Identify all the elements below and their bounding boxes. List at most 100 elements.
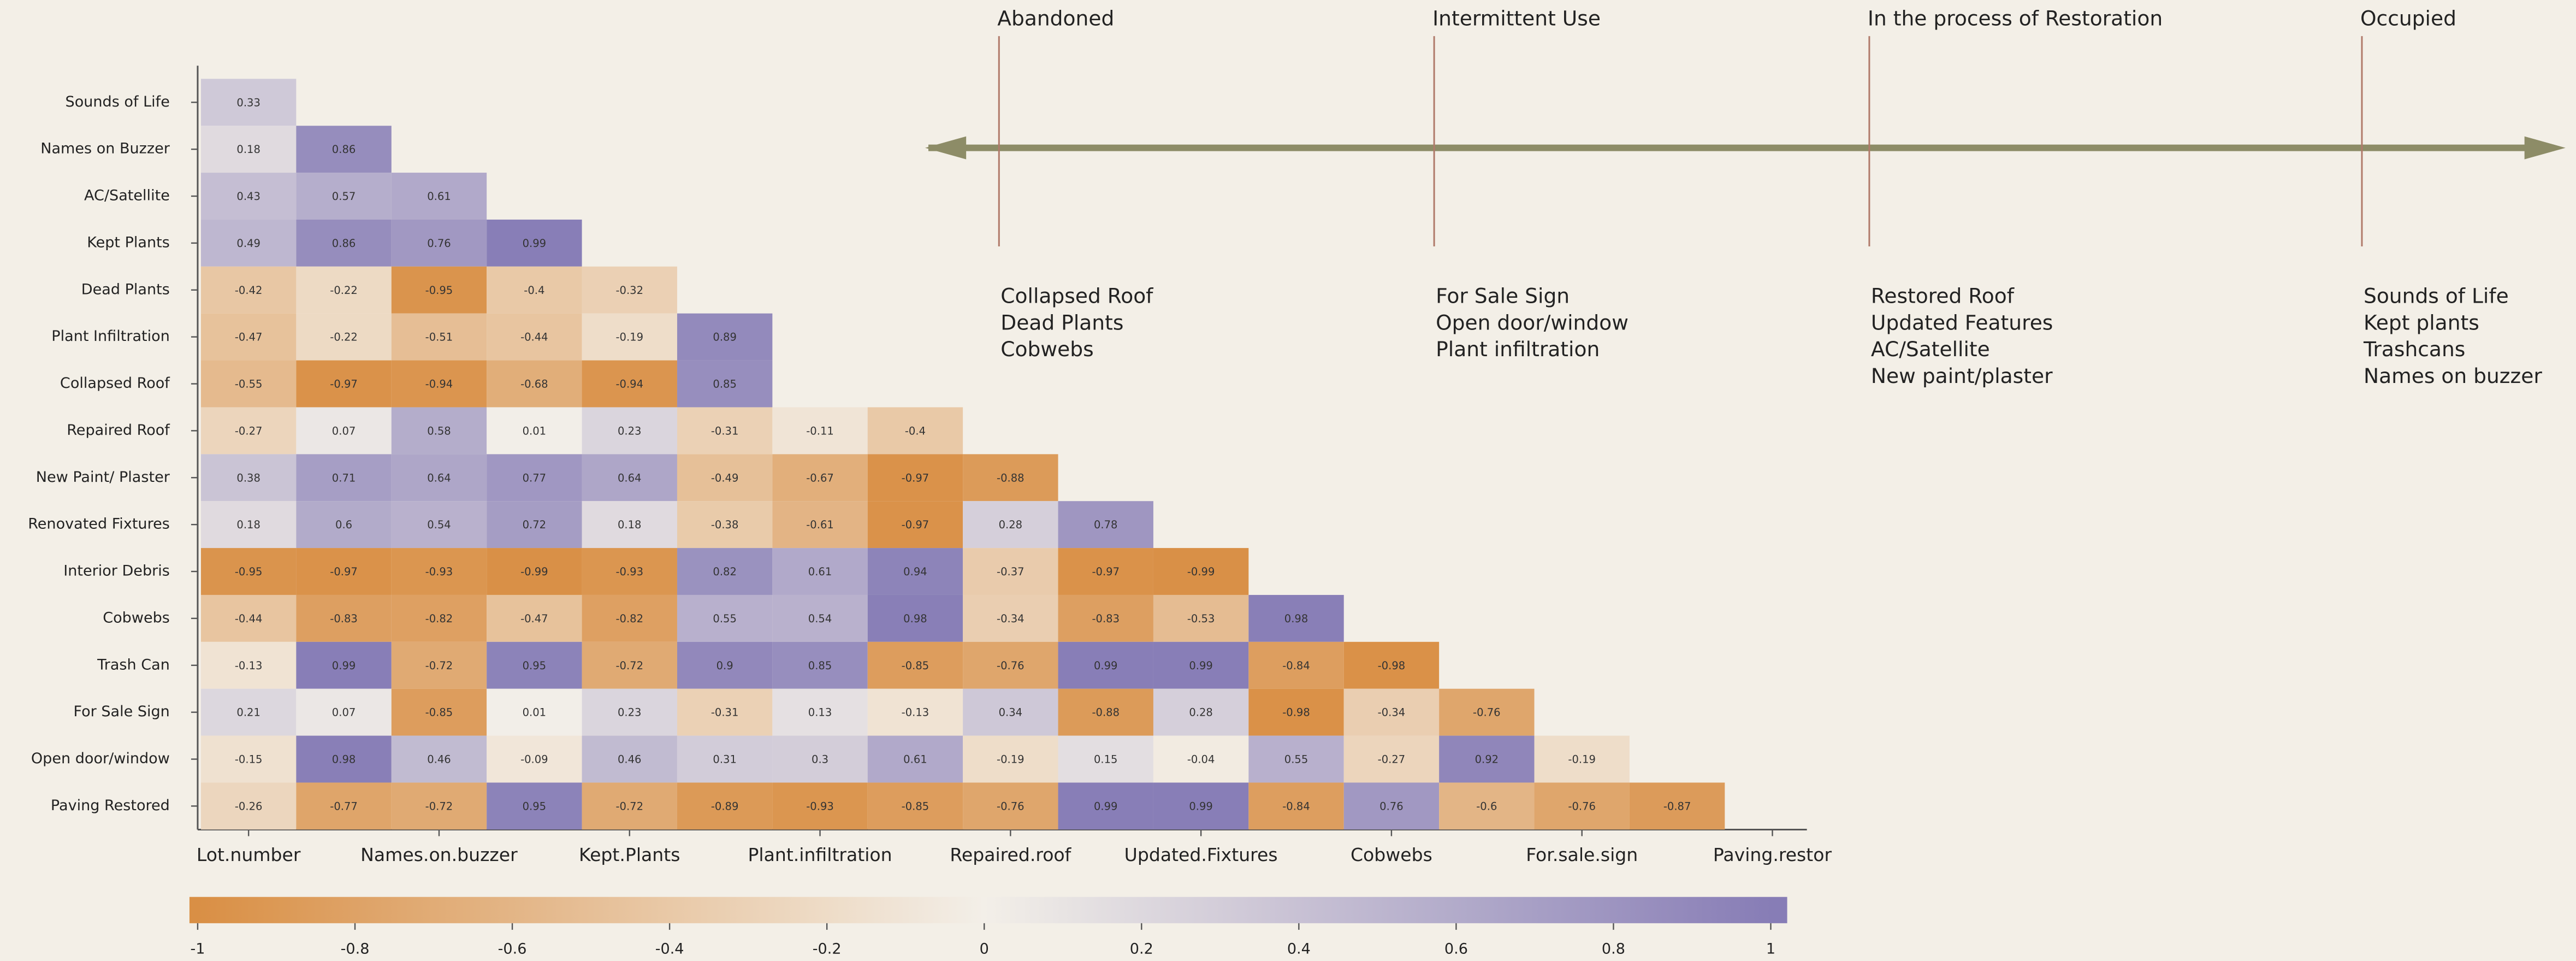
cell: [1058, 501, 1153, 549]
cell-label: 0.13: [808, 706, 832, 719]
cell-label: 0.94: [903, 565, 927, 578]
cell-label: -0.34: [1378, 706, 1406, 719]
arrow-left: [925, 136, 967, 160]
cell: [200, 360, 297, 408]
stage-item: Collapsed Roof: [1000, 284, 1153, 308]
cell: [1439, 782, 1535, 830]
cell: [391, 266, 487, 314]
cell-label: -0.51: [425, 331, 453, 344]
cell-label: 0.92: [1475, 753, 1499, 766]
cell-label: -0.97: [1092, 565, 1120, 578]
cell-label: -0.42: [235, 284, 263, 297]
cell-label: 0.46: [427, 753, 451, 766]
cell-label: 0.49: [236, 237, 260, 250]
cell: [391, 594, 487, 642]
cell-label: -0.49: [711, 471, 739, 484]
cell-label: -0.37: [997, 565, 1025, 578]
cell-label: -0.76: [997, 800, 1025, 812]
cell-label: 0.72: [523, 518, 547, 531]
cell-label: -0.47: [235, 331, 263, 344]
cell-label: -0.13: [235, 659, 263, 672]
cell: [867, 501, 963, 549]
cell: [772, 407, 868, 455]
cell: [487, 407, 582, 455]
cell: [200, 782, 297, 830]
cell: [677, 548, 773, 595]
cell-label: -0.72: [425, 659, 453, 672]
cell: [296, 735, 392, 783]
cell-label: -0.72: [615, 659, 643, 672]
cell-label: 0.18: [236, 143, 260, 156]
cell: [867, 735, 963, 783]
cell: [1439, 735, 1535, 783]
cell-label: -0.76: [997, 659, 1025, 672]
cell: [487, 548, 582, 595]
cell-label: 0.18: [236, 518, 260, 531]
colorbar-tick-label: -0.8: [341, 940, 370, 957]
cell: [200, 688, 297, 736]
cell: [677, 501, 773, 549]
cell-label: -0.31: [711, 706, 739, 719]
stage-item: Cobwebs: [1000, 337, 1093, 361]
cell-label: -0.22: [330, 331, 358, 344]
stage-item: Updated Features: [1871, 310, 2053, 334]
cell-label: -0.93: [615, 565, 643, 578]
cell-label: 0.43: [236, 190, 260, 203]
cell-label: -0.67: [806, 471, 834, 484]
cell: [677, 782, 773, 830]
cell-label: 0.6: [335, 518, 352, 531]
cell-label: 0.34: [999, 706, 1023, 719]
cell-label: -0.27: [1378, 753, 1406, 766]
cell-label: -0.99: [1187, 565, 1215, 578]
cell: [487, 782, 582, 830]
cell-label: -0.4: [905, 425, 926, 437]
cell: [200, 454, 297, 502]
cell: [867, 641, 963, 689]
cell: [582, 641, 677, 689]
cell-label: -0.19: [997, 753, 1025, 766]
cell: [200, 126, 297, 173]
cell: [677, 313, 773, 361]
cell-label: -0.87: [1663, 800, 1691, 812]
cell: [582, 313, 677, 361]
cell-label: -0.31: [711, 425, 739, 437]
x-tick-label: For.sale.sign: [1526, 844, 1638, 865]
cell-label: -0.15: [235, 753, 263, 766]
cell: [963, 501, 1058, 549]
cell: [296, 688, 392, 736]
cell: [391, 454, 487, 502]
cell: [772, 782, 868, 830]
cell-label: 0.82: [713, 565, 737, 578]
cell: [391, 548, 487, 595]
cell: [582, 407, 677, 455]
x-tick-label: Cobwebs: [1351, 844, 1432, 865]
x-tick-label: Kept.Plants: [579, 844, 680, 865]
cell: [1153, 782, 1249, 830]
cell: [772, 501, 868, 549]
y-tick-label: Trash Can: [97, 656, 170, 673]
cell: [1058, 594, 1153, 642]
cell-label: -0.95: [235, 565, 263, 578]
stage-name: Abandoned: [997, 7, 1114, 31]
stage-item: Restored Roof: [1871, 284, 2015, 308]
cell-label: 0.61: [903, 753, 927, 766]
x-tick-label: Paving.restor: [1713, 844, 1832, 865]
cell-label: -0.85: [425, 706, 453, 719]
cell: [677, 360, 773, 408]
cell-label: 0.07: [332, 706, 356, 719]
colorbar-tick-label: -1: [190, 940, 205, 957]
cell: [296, 641, 392, 689]
cell: [1058, 688, 1153, 736]
cell: [296, 501, 392, 549]
cell-label: 0.23: [618, 425, 642, 437]
cell: [772, 688, 868, 736]
cell: [772, 548, 868, 595]
cell-label: -0.76: [1473, 706, 1501, 719]
cell-label: -0.88: [997, 471, 1025, 484]
cell: [1153, 735, 1249, 783]
cell: [487, 688, 582, 736]
cell-label: 0.99: [1094, 800, 1118, 812]
cell-label: -0.6: [1476, 800, 1497, 812]
stage-item: Names on buzzer: [2364, 364, 2542, 388]
cell-label: 0.86: [332, 237, 356, 250]
